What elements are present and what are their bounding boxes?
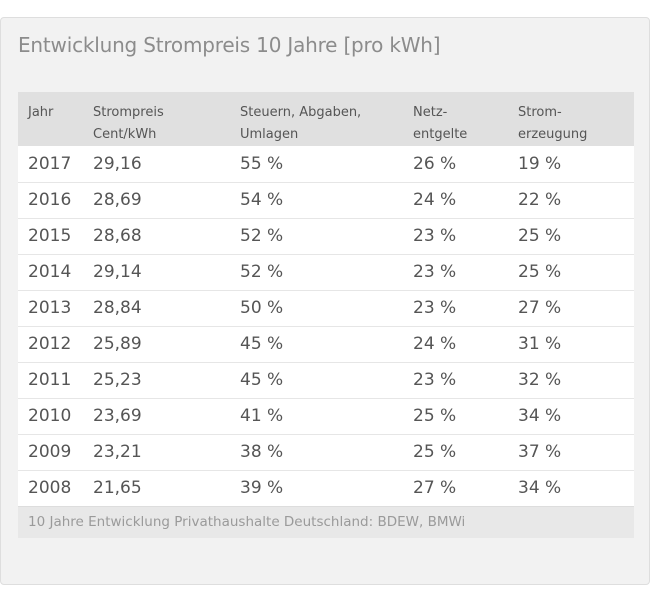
cell-stromerzeugung: 25 % xyxy=(508,253,634,290)
table-row: 2010 23,69 41 % 25 % 34 % xyxy=(18,397,634,434)
cell-jahr: 2012 xyxy=(18,325,83,362)
cell-jahr: 2016 xyxy=(18,181,83,218)
table-header: Jahr Strompreis Cent/kWh Steuern, Abgaben… xyxy=(18,92,634,146)
table-row: 2015 28,68 52 % 23 % 25 % xyxy=(18,217,634,254)
cell-steuern: 55 % xyxy=(230,146,403,182)
cell-steuern: 52 % xyxy=(230,253,403,290)
cell-netzentgelte: 27 % xyxy=(403,469,508,506)
price-card: Entwicklung Strompreis 10 Jahre [pro kWh… xyxy=(0,17,650,585)
header-steuern-label-2: Umlagen xyxy=(240,127,299,142)
header-strompreis-unit: Cent/kWh xyxy=(93,127,157,142)
cell-strompreis: 29,16 xyxy=(83,146,230,182)
cell-strompreis: 29,14 xyxy=(83,253,230,290)
cell-jahr: 2017 xyxy=(18,146,83,182)
price-table-wrapper: Jahr Strompreis Cent/kWh Steuern, Abgaben… xyxy=(18,92,634,538)
header-jahr: Jahr xyxy=(18,92,83,146)
price-table: Jahr Strompreis Cent/kWh Steuern, Abgaben… xyxy=(18,92,634,506)
cell-stromerzeugung: 19 % xyxy=(508,146,634,182)
cell-stromerzeugung: 32 % xyxy=(508,361,634,398)
cell-stromerzeugung: 34 % xyxy=(508,397,634,434)
cell-steuern: 38 % xyxy=(230,433,403,470)
table-row: 2017 29,16 55 % 26 % 19 % xyxy=(18,146,634,182)
table-row: 2011 25,23 45 % 23 % 32 % xyxy=(18,361,634,398)
cell-strompreis: 23,69 xyxy=(83,397,230,434)
cell-strompreis: 28,68 xyxy=(83,217,230,254)
cell-netzentgelte: 23 % xyxy=(403,289,508,326)
cell-strompreis: 28,84 xyxy=(83,289,230,326)
table-body: 2017 29,16 55 % 26 % 19 % 2016 28,69 54 … xyxy=(18,146,634,506)
header-stromerzeugung-label-2: erzeugung xyxy=(518,127,588,142)
cell-jahr: 2014 xyxy=(18,253,83,290)
header-steuern-label: Steuern, Abgaben, xyxy=(240,105,362,120)
cell-stromerzeugung: 25 % xyxy=(508,217,634,254)
header-jahr-label: Jahr xyxy=(28,105,54,120)
cell-strompreis: 23,21 xyxy=(83,433,230,470)
header-steuern: Steuern, Abgaben, Umlagen xyxy=(230,92,403,146)
header-stromerzeugung-label: Strom- xyxy=(518,105,562,120)
header-strompreis-label: Strompreis xyxy=(93,105,164,120)
cell-strompreis: 25,89 xyxy=(83,325,230,362)
cell-steuern: 45 % xyxy=(230,325,403,362)
table-row: 2012 25,89 45 % 24 % 31 % xyxy=(18,325,634,362)
table-row: 2008 21,65 39 % 27 % 34 % xyxy=(18,469,634,506)
card-title: Entwicklung Strompreis 10 Jahre [pro kWh… xyxy=(18,33,441,57)
cell-jahr: 2013 xyxy=(18,289,83,326)
header-netzentgelte: Netz-entgelte xyxy=(403,92,508,146)
header-netzentgelte-label: Netz- xyxy=(413,105,448,120)
table-row: 2013 28,84 50 % 23 % 27 % xyxy=(18,289,634,326)
cell-steuern: 45 % xyxy=(230,361,403,398)
header-netzentgelte-label-2: entgelte xyxy=(413,127,468,142)
cell-netzentgelte: 23 % xyxy=(403,361,508,398)
cell-jahr: 2008 xyxy=(18,469,83,506)
cell-strompreis: 25,23 xyxy=(83,361,230,398)
table-row: 2014 29,14 52 % 23 % 25 % xyxy=(18,253,634,290)
cell-steuern: 41 % xyxy=(230,397,403,434)
cell-strompreis: 21,65 xyxy=(83,469,230,506)
cell-jahr: 2011 xyxy=(18,361,83,398)
header-strompreis: Strompreis Cent/kWh xyxy=(83,92,230,146)
cell-stromerzeugung: 37 % xyxy=(508,433,634,470)
cell-netzentgelte: 25 % xyxy=(403,433,508,470)
cell-jahr: 2015 xyxy=(18,217,83,254)
cell-netzentgelte: 23 % xyxy=(403,253,508,290)
cell-steuern: 50 % xyxy=(230,289,403,326)
cell-netzentgelte: 24 % xyxy=(403,325,508,362)
cell-strompreis: 28,69 xyxy=(83,181,230,218)
cell-jahr: 2009 xyxy=(18,433,83,470)
header-row: Jahr Strompreis Cent/kWh Steuern, Abgaben… xyxy=(18,92,634,146)
cell-stromerzeugung: 22 % xyxy=(508,181,634,218)
cell-steuern: 54 % xyxy=(230,181,403,218)
cell-netzentgelte: 23 % xyxy=(403,217,508,254)
cell-stromerzeugung: 31 % xyxy=(508,325,634,362)
cell-netzentgelte: 25 % xyxy=(403,397,508,434)
cell-steuern: 39 % xyxy=(230,469,403,506)
table-row: 2016 28,69 54 % 24 % 22 % xyxy=(18,181,634,218)
cell-netzentgelte: 26 % xyxy=(403,146,508,182)
table-caption: 10 Jahre Entwicklung Privathaushalte Deu… xyxy=(18,506,634,538)
cell-stromerzeugung: 34 % xyxy=(508,469,634,506)
table-row: 2009 23,21 38 % 25 % 37 % xyxy=(18,433,634,470)
cell-netzentgelte: 24 % xyxy=(403,181,508,218)
cell-stromerzeugung: 27 % xyxy=(508,289,634,326)
cell-steuern: 52 % xyxy=(230,217,403,254)
cell-jahr: 2010 xyxy=(18,397,83,434)
header-stromerzeugung: Strom-erzeugung xyxy=(508,92,634,146)
